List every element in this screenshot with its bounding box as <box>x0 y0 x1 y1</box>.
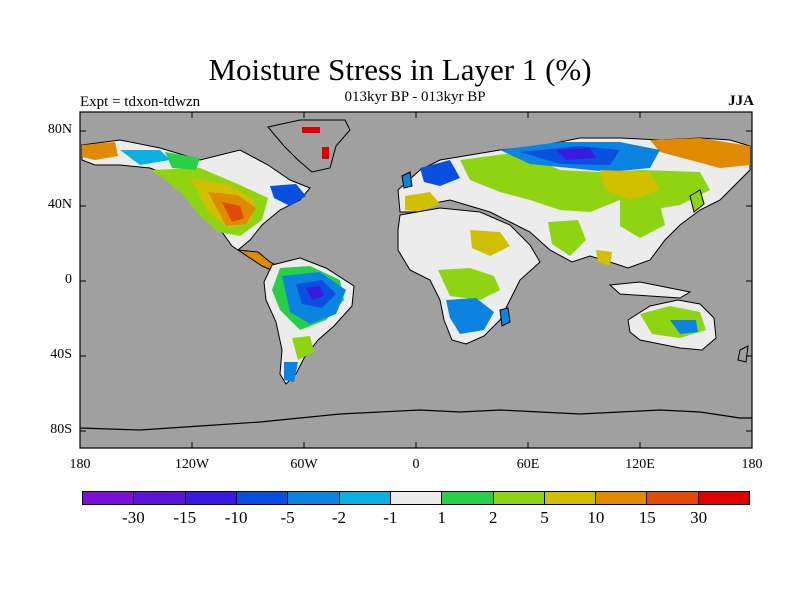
colorbar-swatch-6 <box>390 492 443 504</box>
lon-label-180-left: 180 <box>69 457 91 472</box>
land-new-zealand <box>737 345 749 363</box>
colorbar-label-9: 10 <box>587 508 605 527</box>
colorbar-swatch-2 <box>185 492 237 504</box>
lat-label-80n: 80N <box>47 122 72 137</box>
lon-label-60e: 60E <box>516 457 540 472</box>
colorbar <box>82 491 750 505</box>
patch-india-green <box>548 220 586 256</box>
colorbar-swatch-4 <box>288 492 340 504</box>
colorbar-label-0: -30 <box>122 508 145 527</box>
patch-eurasia-green <box>460 152 710 212</box>
land-greenland <box>267 119 351 173</box>
colorbar-swatch-7 <box>442 492 494 504</box>
colorbar-label-7: 2 <box>488 508 498 527</box>
patch-sa-south-blue <box>284 362 298 382</box>
colorbar-label-6: 1 <box>437 508 446 527</box>
patch-africa-yellow <box>470 230 510 256</box>
patch-china-green <box>620 200 665 238</box>
lon-label-180-right: 180 <box>741 457 763 472</box>
colorbar-label-11: 30 <box>690 508 708 527</box>
colorbar-swatch-10 <box>596 492 648 504</box>
patch-africa-green <box>438 268 500 300</box>
colorbar-swatch-5 <box>339 492 391 504</box>
patch-eurasia-yellow <box>600 170 660 200</box>
patch-na-blue <box>270 184 306 206</box>
antarctica-coastline <box>79 409 752 431</box>
colorbar-swatch-12 <box>698 492 750 504</box>
colorbar-label-8: 5 <box>540 508 549 527</box>
colorbar-label-10: 15 <box>638 508 656 527</box>
colorbar-label-3: -5 <box>280 508 295 527</box>
lat-label-80s: 80S <box>50 422 72 437</box>
lat-label-40s: 40S <box>50 347 72 362</box>
patch-sa-south-green <box>292 336 314 360</box>
patch-na-red <box>222 202 244 222</box>
experiment-label: Expt = tdxon-tdwzn <box>80 94 201 110</box>
colorbar-swatch-8 <box>493 492 545 504</box>
colorbar-label-4: -2 <box>331 508 346 527</box>
patch-africa-lightblue <box>446 298 494 334</box>
colorbar-label-2: -10 <box>224 508 248 527</box>
patch-alaska-orange <box>82 142 118 160</box>
season-label: JJA <box>728 93 754 109</box>
patch-na-north-blue <box>120 150 170 165</box>
colorbar-label-1: -15 <box>173 508 197 527</box>
patch-eurasia-orange <box>650 138 750 168</box>
patch-australia-blue <box>670 320 698 334</box>
patch-sa-purple <box>306 286 324 300</box>
lon-label-0: 0 <box>412 457 420 472</box>
patch-na-north-green <box>165 152 200 170</box>
land-japan <box>689 189 705 213</box>
map-subtitle: 013kyr BP - 013kyr BP <box>344 89 486 105</box>
land-uk <box>401 171 413 189</box>
patch-eurasia-purple <box>556 148 596 160</box>
lon-label-120w: 120W <box>174 457 210 472</box>
patch-madagascar <box>499 307 511 327</box>
lat-label-0: 0 <box>65 272 72 287</box>
patch-scandinavia-blue <box>420 160 460 186</box>
colorbar-swatch-0 <box>83 492 135 504</box>
lon-label-120e: 120E <box>625 457 655 472</box>
colorbar-swatch-3 <box>236 492 289 504</box>
lat-label-40n: 40N <box>47 197 72 212</box>
patch-greenland-red-2 <box>322 147 329 159</box>
colorbar-swatch-1 <box>134 492 186 504</box>
colorbar-label-5: -1 <box>383 508 398 527</box>
colorbar-swatch-9 <box>544 492 597 504</box>
colorbar-swatch-11 <box>647 492 699 504</box>
map-title: Moisture Stress in Layer 1 (%) <box>208 52 592 87</box>
lon-label-60w: 60W <box>290 457 318 472</box>
patch-europe-yellow <box>405 192 440 212</box>
axis-ticks <box>80 112 752 448</box>
patch-seasia-yellow <box>596 250 612 266</box>
patch-greenland-red-1 <box>302 127 320 133</box>
land-indonesia <box>608 281 692 299</box>
